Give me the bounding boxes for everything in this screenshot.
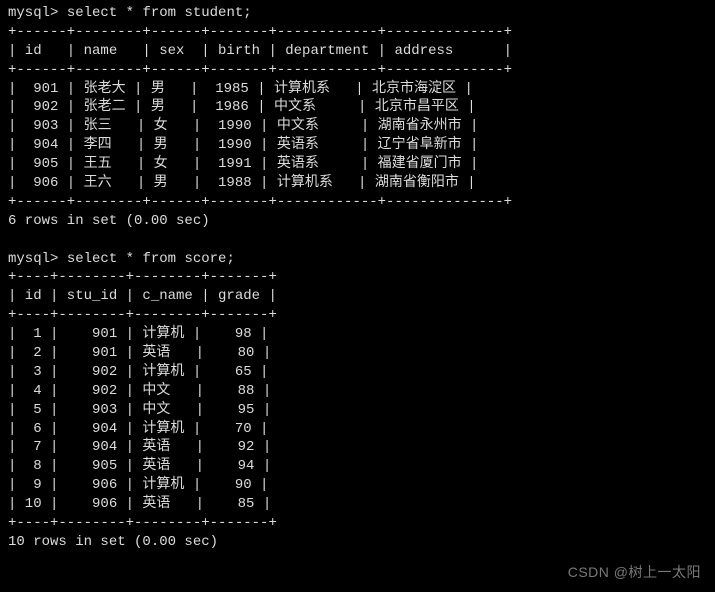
query-score: select * from score;	[67, 250, 235, 269]
student-border-bot: +------+--------+------+-------+--------…	[8, 193, 707, 212]
table-row: | 5 | 903 | 中文 | 95 |	[8, 401, 707, 420]
score-border-bot: +----+--------+--------+-------+	[8, 514, 707, 533]
score-border-mid: +----+--------+--------+-------+	[8, 306, 707, 325]
table-row: | 6 | 904 | 计算机 | 70 |	[8, 420, 707, 439]
student-border-top: +------+--------+------+-------+--------…	[8, 23, 707, 42]
student-header-row: | id | name | sex | birth | department |…	[8, 42, 707, 61]
table-row: | 7 | 904 | 英语 | 92 |	[8, 438, 707, 457]
blank-line	[8, 231, 707, 250]
table-row: | 903 | 张三 | 女 | 1990 | 中文系 | 湖南省永州市 |	[8, 117, 707, 136]
query-student: select * from student;	[67, 4, 252, 23]
table-row: | 1 | 901 | 计算机 | 98 |	[8, 325, 707, 344]
table-row: | 8 | 905 | 英语 | 94 |	[8, 457, 707, 476]
mysql-prompt: mysql>	[8, 4, 58, 23]
mysql-prompt-line-2: mysql> select * from score;	[8, 250, 707, 269]
score-body: | 1 | 901 | 计算机 | 98 || 2 | 901 | 英语 | 8…	[8, 325, 707, 514]
score-footer: 10 rows in set (0.00 sec)	[8, 533, 707, 552]
space	[58, 250, 66, 269]
score-header-row: | id | stu_id | c_name | grade |	[8, 287, 707, 306]
table-row: | 9 | 906 | 计算机 | 90 |	[8, 476, 707, 495]
table-row: | 901 | 张老大 | 男 | 1985 | 计算机系 | 北京市海淀区 |	[8, 80, 707, 99]
table-row: | 4 | 902 | 中文 | 88 |	[8, 382, 707, 401]
student-body: | 901 | 张老大 | 男 | 1985 | 计算机系 | 北京市海淀区 |…	[8, 80, 707, 193]
table-row: | 3 | 902 | 计算机 | 65 |	[8, 363, 707, 382]
student-footer: 6 rows in set (0.00 sec)	[8, 212, 707, 231]
table-row: | 10 | 906 | 英语 | 85 |	[8, 495, 707, 514]
mysql-prompt-line: mysql> select * from student;	[8, 4, 707, 23]
table-header-line: | id | stu_id | c_name | grade |	[8, 287, 277, 306]
watermark: CSDN @树上一太阳	[568, 563, 701, 582]
table-row: | 905 | 王五 | 女 | 1991 | 英语系 | 福建省厦门市 |	[8, 155, 707, 174]
table-row: | 904 | 李四 | 男 | 1990 | 英语系 | 辽宁省阜新市 |	[8, 136, 707, 155]
space	[58, 4, 66, 23]
table-row: | 906 | 王六 | 男 | 1988 | 计算机系 | 湖南省衡阳市 |	[8, 174, 707, 193]
score-border-top: +----+--------+--------+-------+	[8, 268, 707, 287]
table-row: | 2 | 901 | 英语 | 80 |	[8, 344, 707, 363]
table-header-line: | id | name | sex | birth | department |…	[8, 42, 512, 61]
mysql-prompt: mysql>	[8, 250, 58, 269]
table-row: | 902 | 张老二 | 男 | 1986 | 中文系 | 北京市昌平区 |	[8, 98, 707, 117]
student-border-mid: +------+--------+------+-------+--------…	[8, 61, 707, 80]
